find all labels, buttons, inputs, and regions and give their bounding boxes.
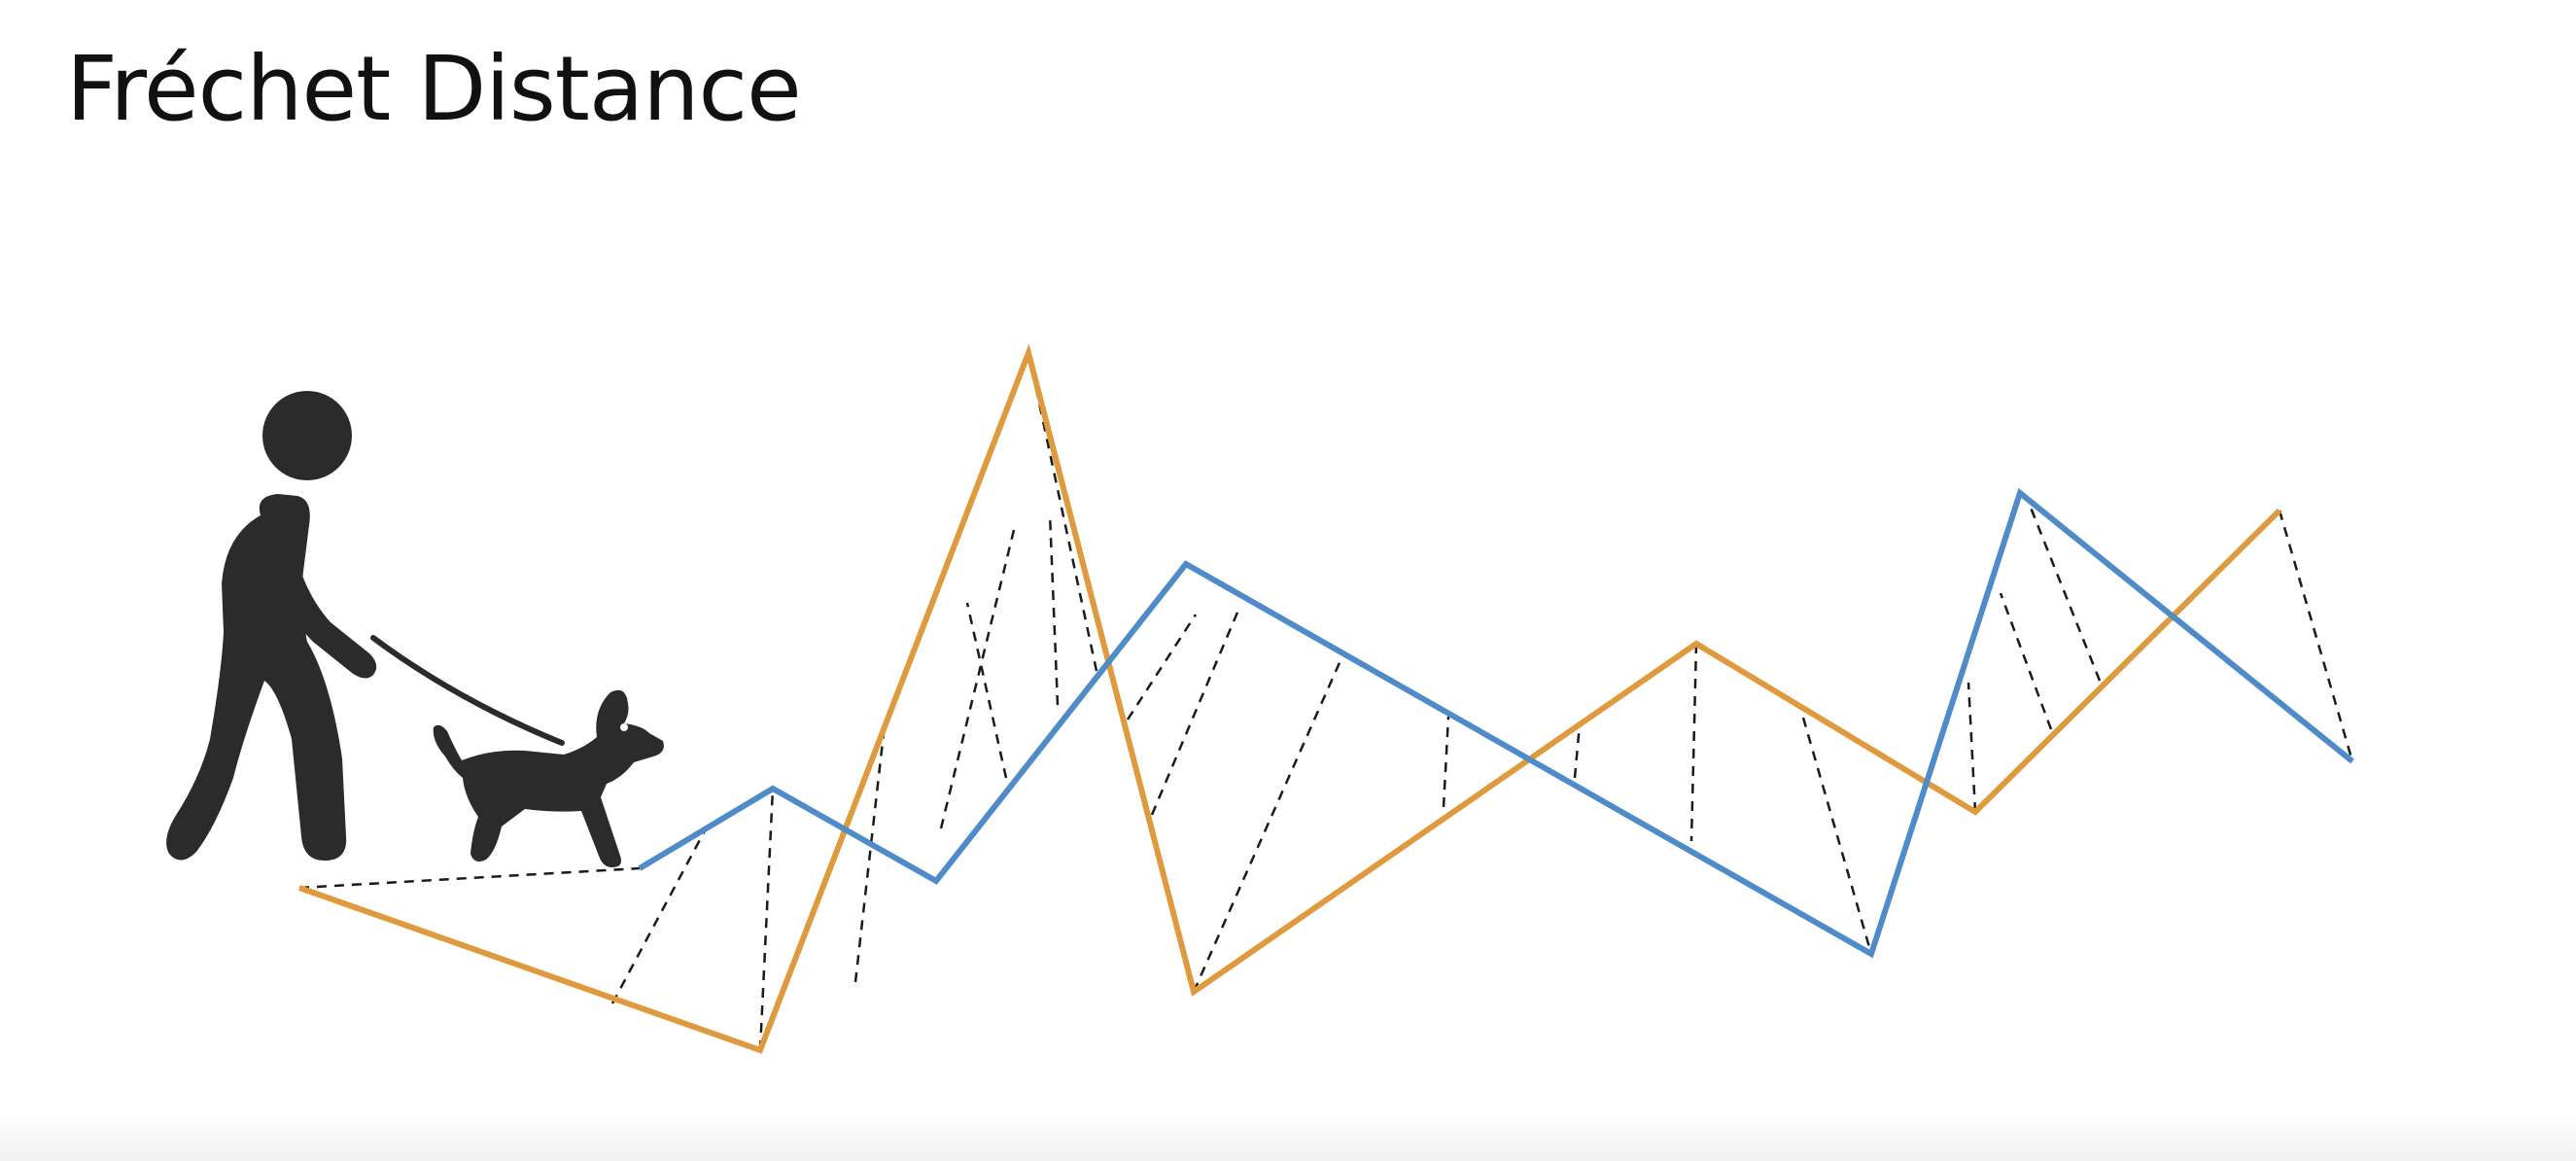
leash-rope [370, 635, 565, 746]
leash-line [1442, 716, 1450, 808]
leash-line [1192, 657, 1343, 993]
leash-line [1150, 607, 1241, 816]
leash-line [1048, 512, 1060, 706]
leash-line [610, 821, 712, 1004]
leash-line [298, 866, 641, 890]
person-walking-icon [166, 391, 377, 861]
leash-line [2025, 497, 2102, 682]
leash-line [1573, 723, 1582, 779]
leash-line [1801, 717, 1873, 955]
orange-curve [298, 343, 2282, 1054]
leash-line [758, 788, 775, 1051]
leash-line [1126, 614, 1198, 721]
leash-line [1999, 592, 2053, 730]
blue-curve [638, 487, 2354, 959]
leash-lines [298, 352, 2354, 1051]
leash-line [939, 529, 1016, 829]
leash-line [1689, 643, 1698, 842]
leash-line [853, 723, 887, 983]
leash-line [965, 602, 1008, 779]
leash-line [2278, 510, 2354, 762]
dog-icon [433, 689, 664, 867]
slide-title: Fréchet Distance [66, 37, 802, 141]
leash-line [1967, 682, 1977, 813]
